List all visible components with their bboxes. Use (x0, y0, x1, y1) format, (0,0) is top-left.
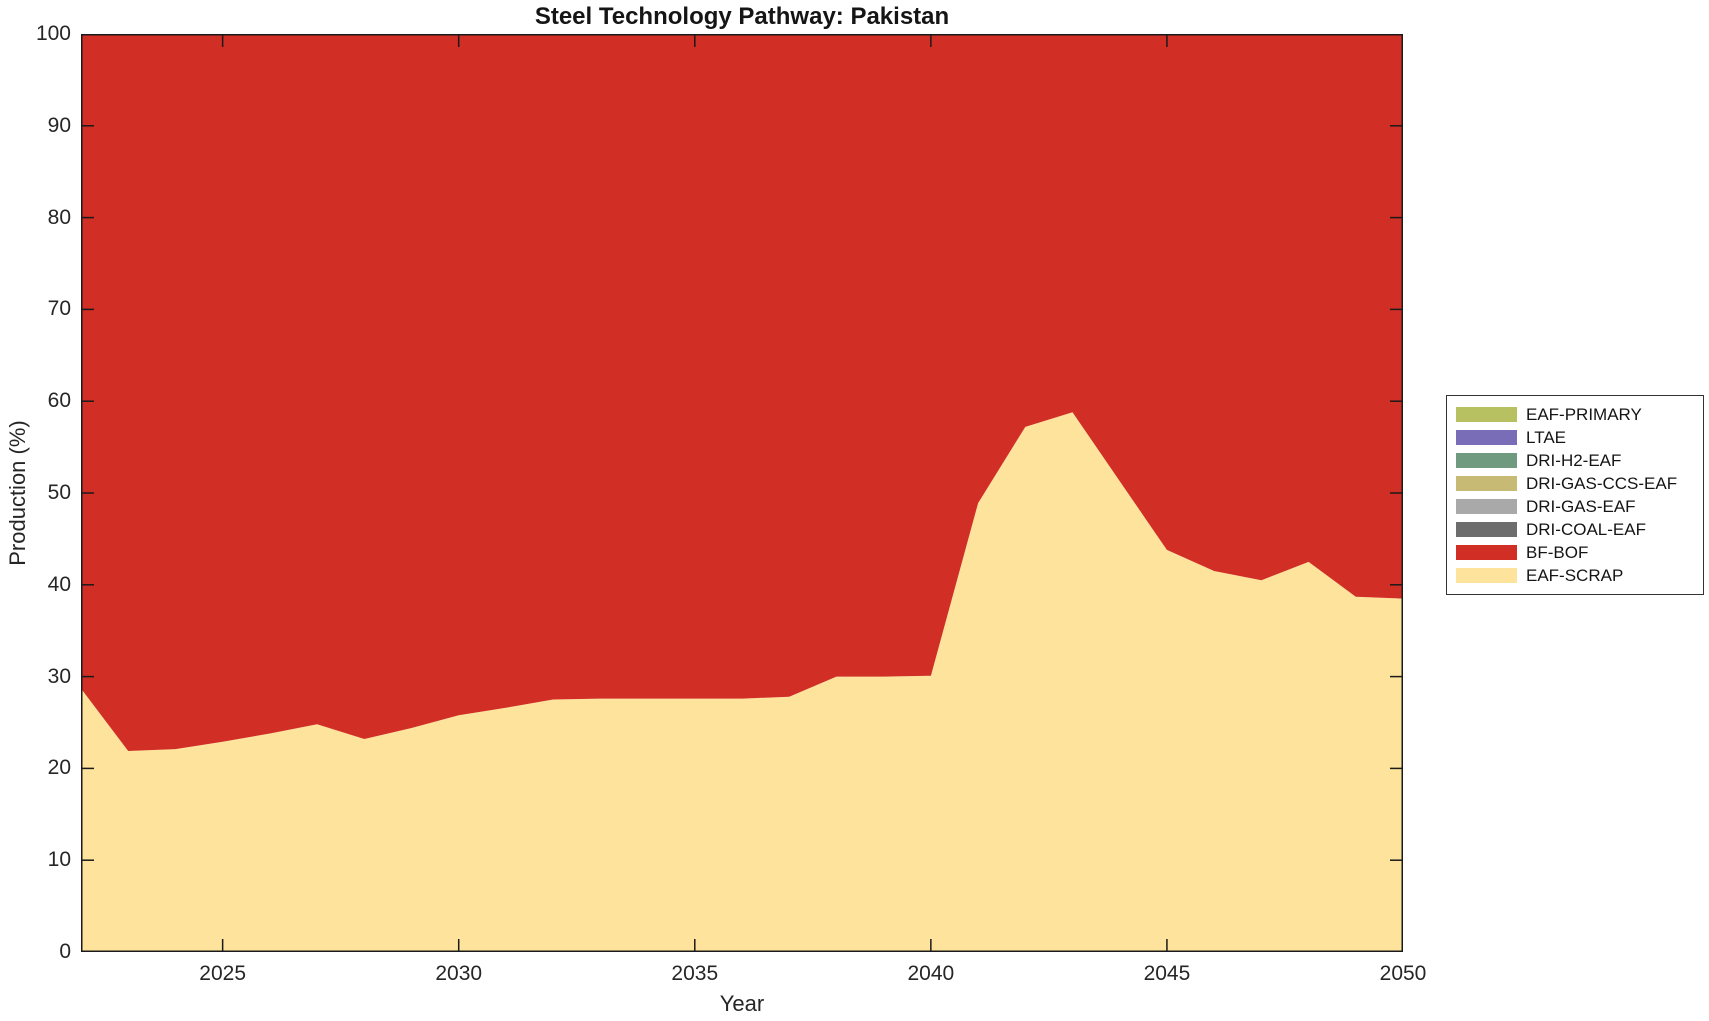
x-tick-label: 2030 (435, 962, 483, 985)
legend-swatch-dri-gas-eaf (1456, 499, 1517, 514)
y-tick-label: 60 (47, 389, 71, 413)
legend-swatch-ltae (1456, 430, 1517, 445)
legend-swatch-eaf-primary (1456, 407, 1517, 422)
y-tick-label: 50 (47, 481, 71, 504)
legend-swatch-eaf-scrap (1456, 568, 1517, 583)
legend-label: DRI-COAL-EAF (1526, 519, 1646, 539)
legend-item-dri-coal-eaf: DRI-COAL-EAF (1447, 518, 1703, 541)
legend-swatch-dri-h2-eaf (1456, 453, 1517, 468)
legend-label: EAF-SCRAP (1526, 565, 1624, 585)
chart-title: Steel Technology Pathway: Pakistan (534, 3, 950, 30)
x-tick-label: 2050 (1379, 962, 1427, 985)
axes-border (81, 34, 1403, 952)
legend-label: BF-BOF (1526, 542, 1589, 562)
legend-swatch-dri-coal-eaf (1456, 522, 1517, 537)
legend-label: DRI-GAS-EAF (1526, 496, 1636, 516)
legend-item-eaf-primary: EAF-PRIMARY (1447, 403, 1703, 426)
x-tick-label: 2025 (199, 962, 246, 985)
legend-label: LTAE (1526, 427, 1566, 447)
legend-item-bf-bof: BF-BOF (1447, 541, 1703, 564)
y-tick-label: 30 (47, 664, 71, 688)
legend: EAF-PRIMARY LTAE DRI-H2-EAF DRI-GAS-CCS-EAF… (1446, 395, 1704, 595)
y-tick-label: 80 (47, 205, 71, 229)
x-tick-label: 2045 (1143, 962, 1191, 985)
legend-swatch-bf-bof (1456, 545, 1517, 560)
y-tick-label: 0 (59, 940, 71, 963)
x-tick-label: 2035 (671, 962, 719, 985)
y-tick-label: 20 (47, 756, 71, 780)
plot-area (81, 34, 1403, 952)
legend-label: DRI-GAS-CCS-EAF (1526, 473, 1678, 493)
y-tick-label: 100 (35, 22, 71, 45)
area-series-bf-bof (81, 34, 1403, 751)
legend-item-dri-gas-eaf: DRI-GAS-EAF (1447, 495, 1703, 518)
y-tick-label: 10 (47, 848, 71, 872)
legend-item-dri-gas-ccs-eaf: DRI-GAS-CCS-EAF (1447, 472, 1703, 495)
legend-label: DRI-H2-EAF (1526, 450, 1622, 470)
x-tick-label: 2040 (907, 962, 955, 985)
y-tick-label: 40 (47, 572, 71, 596)
y-tick-label: 90 (47, 113, 71, 137)
area-series-eaf-scrap (81, 412, 1403, 952)
x-axis-label: Year (719, 991, 765, 1016)
chart-canvas (81, 34, 1403, 952)
legend-item-eaf-scrap: EAF-SCRAP (1447, 564, 1703, 587)
legend-label: EAF-PRIMARY (1526, 404, 1642, 424)
legend-item-dri-h2-eaf: DRI-H2-EAF (1447, 449, 1703, 472)
legend-swatch-dri-gas-ccs-eaf (1456, 476, 1517, 491)
y-tick-label: 70 (47, 297, 71, 321)
legend-item-ltae: LTAE (1447, 426, 1703, 449)
